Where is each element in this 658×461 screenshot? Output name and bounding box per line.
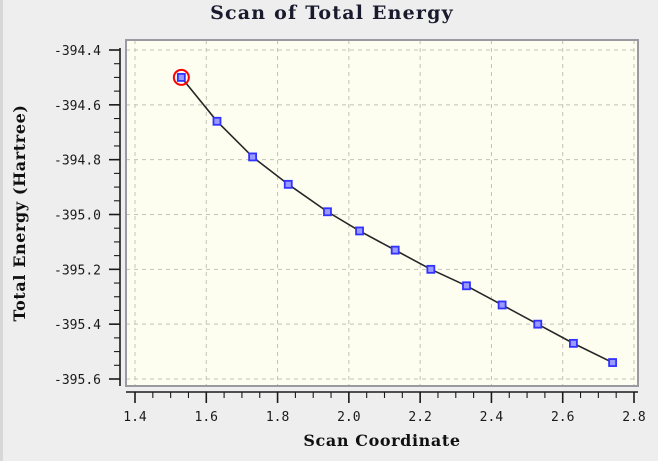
highlighted-point-ring[interactable] (172, 68, 190, 86)
data-point[interactable] (569, 338, 578, 348)
x-tick-labels: 1.4 1.6 1.8 2.0 2.2 2.4 2.6 2.8 (123, 410, 645, 425)
data-point[interactable] (323, 207, 332, 217)
y-tick-label: -394.6 (54, 99, 101, 114)
x-tick-label: 1.8 (266, 410, 289, 425)
data-point[interactable] (462, 281, 471, 291)
y-tick-label: -395.4 (54, 318, 101, 333)
data-point[interactable] (212, 116, 222, 126)
data-point[interactable] (355, 226, 364, 236)
data-point[interactable] (426, 264, 436, 274)
x-tick-label: 2.4 (480, 410, 504, 425)
y-tick-label: -394.4 (54, 44, 101, 59)
data-point[interactable] (497, 300, 507, 310)
data-point[interactable] (608, 358, 618, 367)
data-point[interactable] (283, 179, 293, 189)
x-tick-label: 2.8 (622, 410, 645, 425)
scan-energy-plot[interactable]: 1.4 1.6 1.8 2.0 2.2 2.4 2.6 2.8-394.4-394.6-394… (3, 0, 658, 461)
x-tick-label: 2.6 (551, 410, 574, 425)
x-axis-ticks (126, 391, 638, 403)
data-point[interactable] (176, 73, 186, 82)
y-axis-label: Total Energy (Hartree) (10, 104, 29, 321)
data-point[interactable] (533, 319, 543, 329)
y-tick-label: -395.6 (54, 373, 101, 388)
plot-frame (125, 39, 639, 387)
y-tick-label: -395.2 (54, 263, 101, 278)
x-tick-label: 2.0 (337, 410, 360, 425)
x-tick-label: 1.6 (195, 410, 218, 425)
x-tick-label: 2.2 (408, 410, 431, 425)
chart-title: Scan of Total Energy (210, 2, 454, 24)
data-point[interactable] (248, 152, 258, 162)
data-point[interactable] (390, 245, 400, 255)
gridlines (126, 40, 638, 386)
x-axis-label: Scan Coordinate (303, 431, 460, 450)
y-axis-ticks (109, 48, 121, 386)
y-tick-label: -394.8 (54, 154, 101, 169)
plot-area (126, 40, 638, 386)
x-tick-label: 1.4 (123, 410, 147, 425)
data-series[interactable] (172, 68, 618, 367)
y-tick-label: -395.0 (54, 209, 101, 224)
y-tick-labels: -394.4 -394.6 -394.8 -395.0 -395.2 -395.4 -395… (54, 44, 101, 388)
